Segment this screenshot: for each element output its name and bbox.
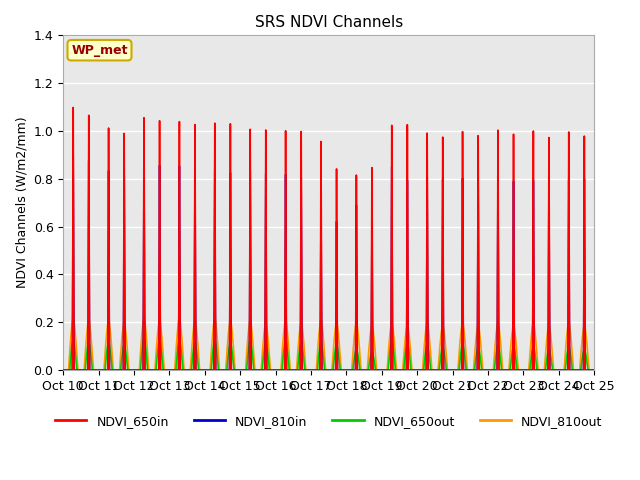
Line: NDVI_810out: NDVI_810out bbox=[63, 317, 595, 370]
NDVI_650in bbox=[173, 367, 180, 373]
NDVI_810in bbox=[259, 367, 266, 373]
NDVI_810out bbox=[60, 367, 67, 373]
NDVI_810out bbox=[259, 353, 266, 359]
NDVI_650in bbox=[69, 105, 77, 110]
NDVI_810in bbox=[477, 367, 485, 373]
NDVI_810in bbox=[591, 367, 598, 373]
NDVI_810in bbox=[168, 367, 175, 373]
NDVI_810out bbox=[173, 335, 180, 341]
NDVI_650in bbox=[591, 367, 598, 373]
NDVI_650in bbox=[259, 367, 266, 373]
NDVI_650out bbox=[477, 363, 485, 369]
Line: NDVI_650in: NDVI_650in bbox=[63, 108, 595, 370]
Title: SRS NDVI Channels: SRS NDVI Channels bbox=[255, 15, 403, 30]
NDVI_650in bbox=[60, 367, 67, 373]
Line: NDVI_810in: NDVI_810in bbox=[63, 155, 595, 370]
NDVI_650in bbox=[589, 367, 596, 373]
NDVI_650out bbox=[173, 354, 180, 360]
NDVI_810in bbox=[402, 367, 410, 373]
NDVI_650in bbox=[402, 367, 410, 373]
NDVI_810out bbox=[477, 348, 485, 353]
NDVI_810out bbox=[69, 314, 77, 320]
NDVI_810in bbox=[173, 367, 180, 373]
NDVI_650out bbox=[60, 367, 67, 373]
NDVI_650in bbox=[477, 367, 485, 373]
NDVI_810out bbox=[591, 367, 598, 373]
NDVI_650out bbox=[259, 367, 266, 373]
Line: NDVI_650out: NDVI_650out bbox=[63, 336, 595, 370]
NDVI_810out bbox=[168, 367, 175, 373]
Text: WP_met: WP_met bbox=[71, 44, 128, 57]
NDVI_650out bbox=[591, 367, 598, 373]
NDVI_650out bbox=[402, 346, 410, 352]
NDVI_810out bbox=[589, 367, 596, 373]
NDVI_810in bbox=[69, 152, 77, 158]
NDVI_650out bbox=[140, 334, 148, 339]
NDVI_810in bbox=[60, 367, 67, 373]
NDVI_650out bbox=[168, 367, 175, 373]
NDVI_650out bbox=[589, 367, 596, 373]
Y-axis label: NDVI Channels (W/m2/mm): NDVI Channels (W/m2/mm) bbox=[15, 117, 28, 288]
NDVI_810out bbox=[402, 330, 410, 336]
Legend: NDVI_650in, NDVI_810in, NDVI_650out, NDVI_810out: NDVI_650in, NDVI_810in, NDVI_650out, NDV… bbox=[50, 410, 607, 432]
NDVI_650in bbox=[168, 367, 175, 373]
NDVI_810in bbox=[589, 367, 596, 373]
